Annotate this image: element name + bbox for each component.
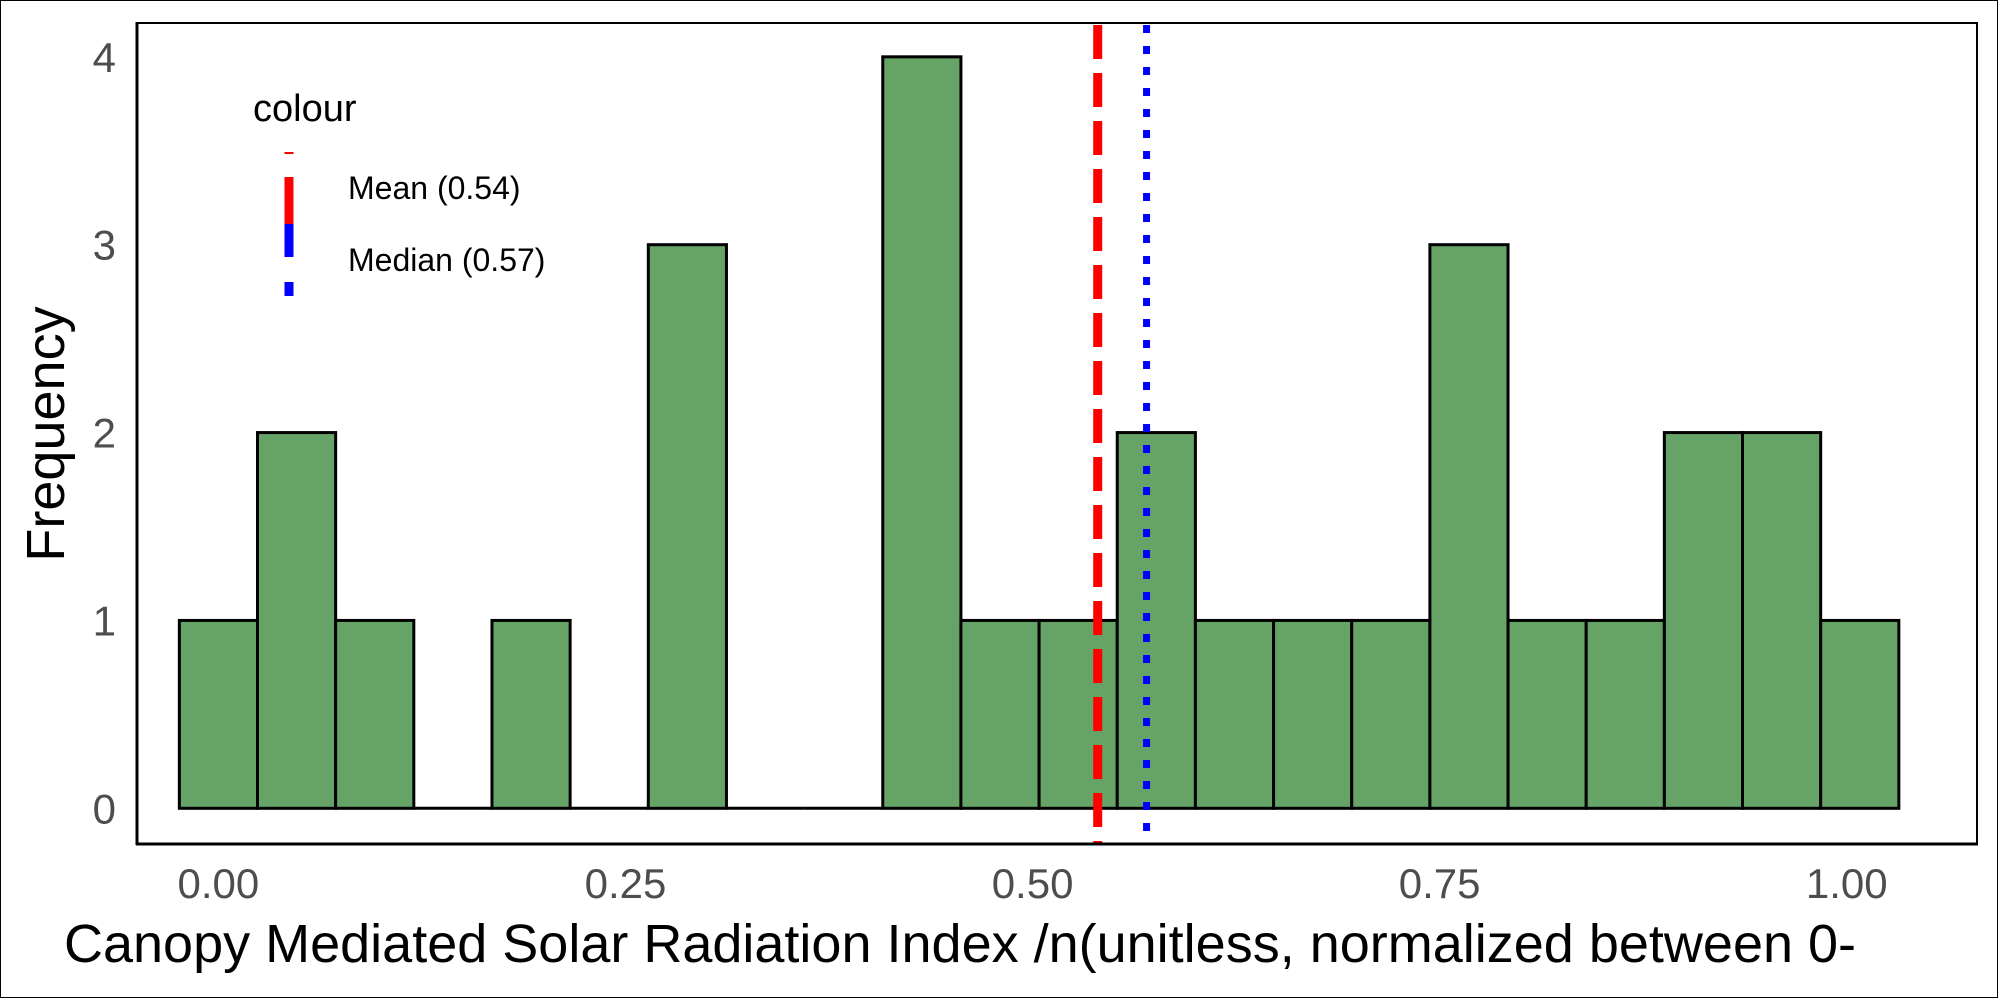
histogram-bar: [1115, 431, 1197, 810]
legend: colour Mean (0.54) Median (0.57): [253, 88, 545, 296]
histogram-bar: [1584, 618, 1666, 810]
histogram-bar: [334, 618, 416, 810]
x-tick-label: 1.00: [1806, 860, 1888, 907]
histogram-bar: [1741, 431, 1823, 810]
x-tick-labels: 0.00 0.25 0.50 0.75 1.00: [178, 860, 1888, 907]
legend-item-label: Mean (0.54): [348, 170, 521, 206]
histogram-bar: [1193, 618, 1276, 810]
y-tick-label: 3: [93, 222, 116, 269]
histogram-bar: [646, 243, 728, 810]
legend-items: Mean (0.54) Median (0.57): [284, 152, 545, 296]
y-tick-label: 1: [93, 597, 116, 644]
histogram-bar: [959, 618, 1041, 810]
histogram-bar: [490, 618, 572, 810]
histogram-bar: [881, 55, 963, 810]
bars-layer: [177, 55, 1901, 810]
y-tick-label: 4: [93, 34, 116, 81]
histogram-bar: [1662, 431, 1745, 810]
histogram-bar: [255, 431, 338, 810]
legend-title: colour: [253, 88, 357, 130]
x-tick-label: 0.50: [992, 860, 1074, 907]
histogram-bar: [1819, 618, 1901, 810]
histogram-bar: [177, 618, 259, 810]
reference-lines-layer: [1093, 25, 1151, 844]
x-tick-label: 0.25: [585, 860, 667, 907]
x-tick-label: 0.75: [1399, 860, 1481, 907]
histogram-bar: [1272, 618, 1354, 810]
histogram-bar: [1506, 618, 1588, 810]
y-tick-label: 0: [93, 785, 116, 832]
y-axis-title: Frequency: [16, 306, 76, 561]
y-tick-labels: 0 1 2 3 4: [93, 34, 116, 832]
y-tick-label: 2: [93, 410, 116, 457]
x-tick-label: 0.00: [178, 860, 260, 907]
histogram-bar: [1428, 243, 1510, 810]
legend-item-label: Median (0.57): [348, 242, 545, 278]
histogram-bar: [1350, 618, 1432, 810]
x-axis-title: Canopy Mediated Solar Radiation Index /n…: [64, 914, 1856, 974]
histogram-bar: [1037, 618, 1119, 810]
